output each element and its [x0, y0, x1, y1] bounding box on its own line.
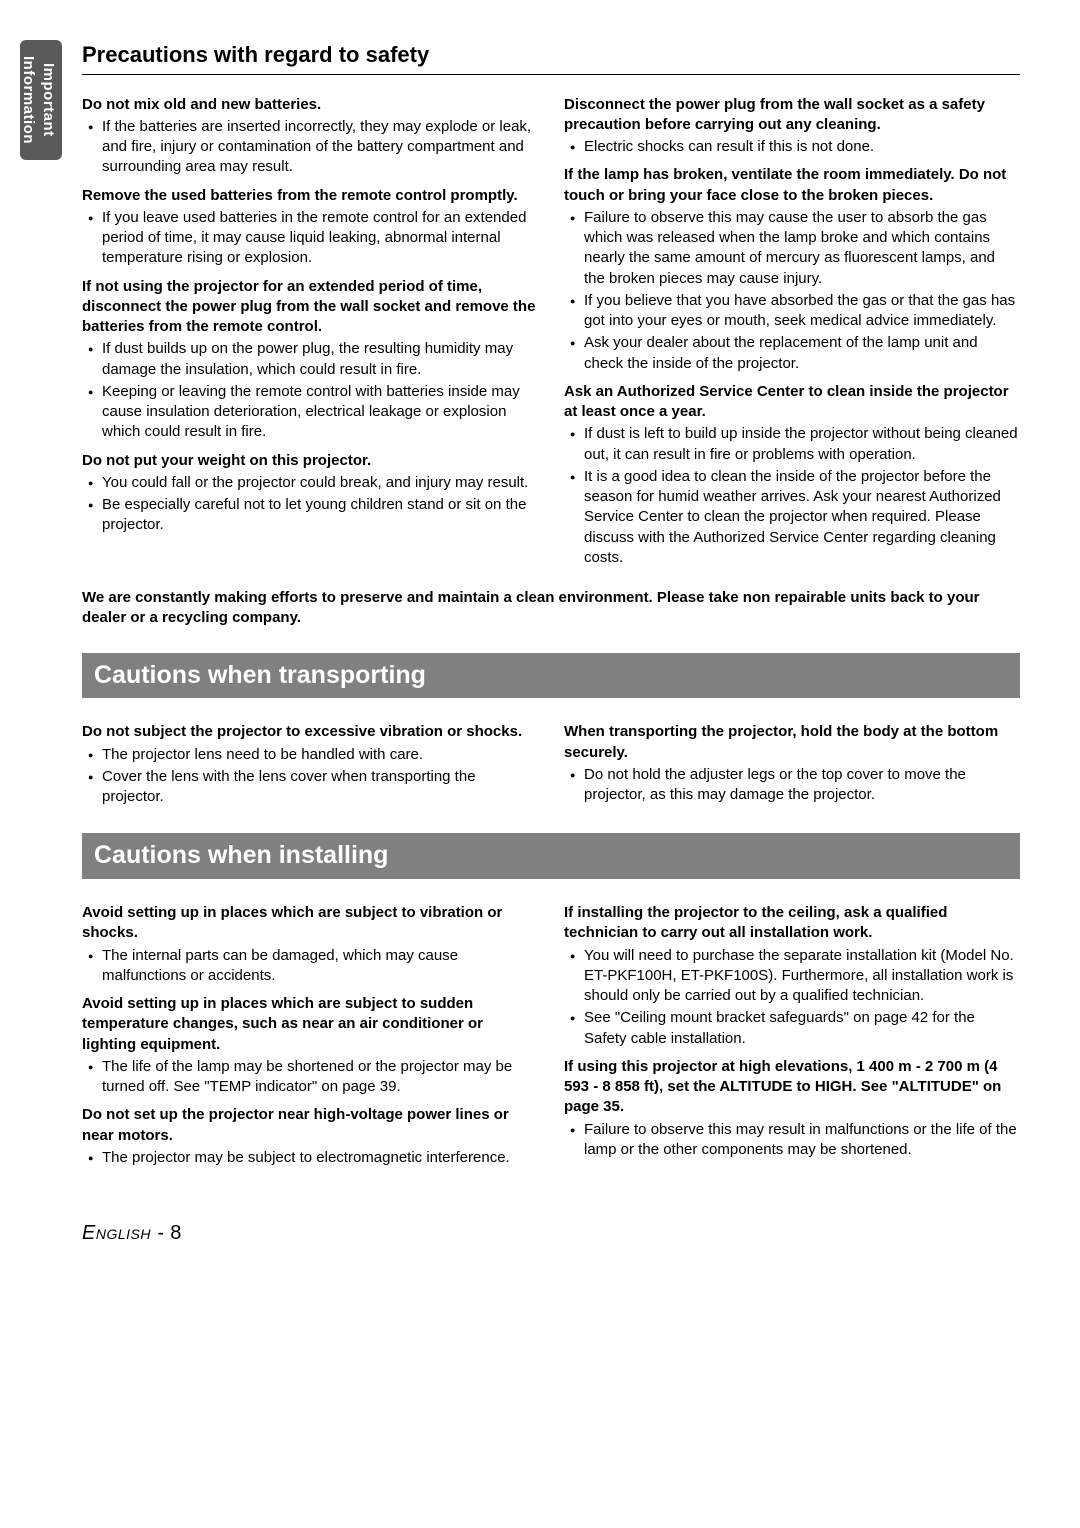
bullet-icon: ●: [88, 117, 102, 178]
install-bullet-text: The projector may be subject to electrom…: [102, 1148, 538, 1168]
safety-head: Remove the used batteries from the remot…: [82, 186, 538, 206]
install-bullet: ●The internal parts can be damaged, whic…: [88, 946, 538, 987]
install-bullet-text: See "Ceiling mount bracket safeguards" o…: [584, 1008, 1020, 1049]
transport-bullet: ●Do not hold the adjuster legs or the to…: [570, 765, 1020, 806]
bullet-icon: ●: [88, 495, 102, 536]
bullet-icon: ●: [88, 382, 102, 443]
transport-bullet-text: Cover the lens with the lens cover when …: [102, 767, 538, 808]
install-col-right: If installing the projector to the ceili…: [564, 895, 1020, 1170]
transport-head: Do not subject the projector to excessiv…: [82, 722, 538, 742]
transport-col-right: When transporting the projector, hold th…: [564, 714, 1020, 809]
footer-sep: -: [151, 1222, 170, 1244]
transport-columns: Do not subject the projector to excessiv…: [82, 714, 1020, 809]
install-columns: Avoid setting up in places which are sub…: [82, 895, 1020, 1170]
bullet-icon: ●: [88, 339, 102, 380]
safety-head: If not using the projector for an extend…: [82, 277, 538, 338]
install-bullet-text: The life of the lamp may be shortened or…: [102, 1057, 538, 1098]
safety-head: Do not put your weight on this projector…: [82, 451, 538, 471]
safety-col-right: Disconnect the power plug from the wall …: [564, 87, 1020, 571]
bullet-icon: ●: [570, 1120, 584, 1161]
install-head: If using this projector at high elevatio…: [564, 1057, 1020, 1118]
transport-title: Cautions when transporting: [82, 653, 1020, 699]
install-head: Avoid setting up in places which are sub…: [82, 903, 538, 944]
bullet-icon: ●: [570, 333, 584, 374]
page: Important Information Precautions with r…: [20, 40, 1020, 1247]
transport-head: When transporting the projector, hold th…: [564, 722, 1020, 763]
safety-bullet-text: It is a good idea to clean the inside of…: [584, 467, 1020, 568]
install-title-text: Cautions when installing: [94, 841, 388, 869]
safety-bullet: ●Ask your dealer about the replacement o…: [570, 333, 1020, 374]
install-bullet: ●Failure to observe this may result in m…: [570, 1120, 1020, 1161]
safety-bullet-text: If you believe that you have absorbed th…: [584, 291, 1020, 332]
bullet-icon: ●: [570, 467, 584, 568]
bullet-icon: ●: [570, 946, 584, 1007]
safety-columns: Do not mix old and new batteries.●If the…: [82, 87, 1020, 571]
safety-head: Do not mix old and new batteries.: [82, 95, 538, 115]
transport-bullet: ●Cover the lens with the lens cover when…: [88, 767, 538, 808]
bullet-icon: ●: [88, 1057, 102, 1098]
install-head: Avoid setting up in places which are sub…: [82, 994, 538, 1055]
safety-bullet: ●If the batteries are inserted incorrect…: [88, 117, 538, 178]
safety-bullet-text: Failure to observe this may cause the us…: [584, 208, 1020, 289]
bullet-icon: ●: [570, 291, 584, 332]
install-bullet: ●You will need to purchase the separate …: [570, 946, 1020, 1007]
safety-head: If the lamp has broken, ventilate the ro…: [564, 165, 1020, 206]
bullet-icon: ●: [570, 765, 584, 806]
side-tab: Important Information: [20, 40, 62, 160]
content-area: Precautions with regard to safety Do not…: [82, 40, 1020, 1247]
bullet-icon: ●: [88, 946, 102, 987]
safety-col-left: Do not mix old and new batteries.●If the…: [82, 87, 538, 571]
bullet-icon: ●: [88, 1148, 102, 1168]
safety-bullet: ●If you leave used batteries in the remo…: [88, 208, 538, 269]
install-bullet: ●The projector may be subject to electro…: [88, 1148, 538, 1168]
safety-bullet: ●Failure to observe this may cause the u…: [570, 208, 1020, 289]
bullet-icon: ●: [570, 137, 584, 157]
safety-bullet: ●If you believe that you have absorbed t…: [570, 291, 1020, 332]
bullet-icon: ●: [88, 473, 102, 493]
bullet-icon: ●: [570, 208, 584, 289]
bullet-icon: ●: [570, 424, 584, 465]
install-bullet-text: The internal parts can be damaged, which…: [102, 946, 538, 987]
bullet-icon: ●: [88, 208, 102, 269]
transport-bullet-text: The projector lens need to be handled wi…: [102, 745, 538, 765]
safety-bullet: ●Be especially careful not to let young …: [88, 495, 538, 536]
safety-bullet-text: Be especially careful not to let young c…: [102, 495, 538, 536]
bullet-icon: ●: [88, 767, 102, 808]
bullet-icon: ●: [570, 1008, 584, 1049]
footer-lang: English: [82, 1222, 151, 1244]
recycle-note: We are constantly making efforts to pres…: [82, 588, 1020, 629]
safety-bullet-text: Ask your dealer about the replacement of…: [584, 333, 1020, 374]
install-bullet-text: Failure to observe this may result in ma…: [584, 1120, 1020, 1161]
safety-bullet: ●It is a good idea to clean the inside o…: [570, 467, 1020, 568]
footer-page: 8: [170, 1222, 182, 1244]
install-head: If installing the projector to the ceili…: [564, 903, 1020, 944]
safety-bullet-text: If dust builds up on the power plug, the…: [102, 339, 538, 380]
safety-bullet-text: If you leave used batteries in the remot…: [102, 208, 538, 269]
install-title: Cautions when installing: [82, 833, 1020, 879]
install-bullet-text: You will need to purchase the separate i…: [584, 946, 1020, 1007]
safety-bullet: ●If dust is left to build up inside the …: [570, 424, 1020, 465]
install-col-left: Avoid setting up in places which are sub…: [82, 895, 538, 1170]
transport-bullet: ●The projector lens need to be handled w…: [88, 745, 538, 765]
safety-bullet-text: You could fall or the projector could br…: [102, 473, 538, 493]
install-bullet: ●See "Ceiling mount bracket safeguards" …: [570, 1008, 1020, 1049]
safety-bullet: ●Electric shocks can result if this is n…: [570, 137, 1020, 157]
safety-title: Precautions with regard to safety: [82, 40, 1020, 75]
install-head: Do not set up the projector near high-vo…: [82, 1105, 538, 1146]
bullet-icon: ●: [88, 745, 102, 765]
transport-col-left: Do not subject the projector to excessiv…: [82, 714, 538, 809]
safety-bullet-text: Electric shocks can result if this is no…: [584, 137, 1020, 157]
safety-bullet-text: If the batteries are inserted incorrectl…: [102, 117, 538, 178]
safety-bullet: ●You could fall or the projector could b…: [88, 473, 538, 493]
safety-head: Ask an Authorized Service Center to clea…: [564, 382, 1020, 423]
install-bullet: ●The life of the lamp may be shortened o…: [88, 1057, 538, 1098]
transport-title-text: Cautions when transporting: [94, 661, 426, 689]
safety-bullet-text: Keeping or leaving the remote control wi…: [102, 382, 538, 443]
safety-bullet-text: If dust is left to build up inside the p…: [584, 424, 1020, 465]
safety-bullet: ●If dust builds up on the power plug, th…: [88, 339, 538, 380]
safety-bullet: ●Keeping or leaving the remote control w…: [88, 382, 538, 443]
transport-bullet-text: Do not hold the adjuster legs or the top…: [584, 765, 1020, 806]
page-footer: English - 8: [82, 1220, 1020, 1247]
safety-head: Disconnect the power plug from the wall …: [564, 95, 1020, 136]
